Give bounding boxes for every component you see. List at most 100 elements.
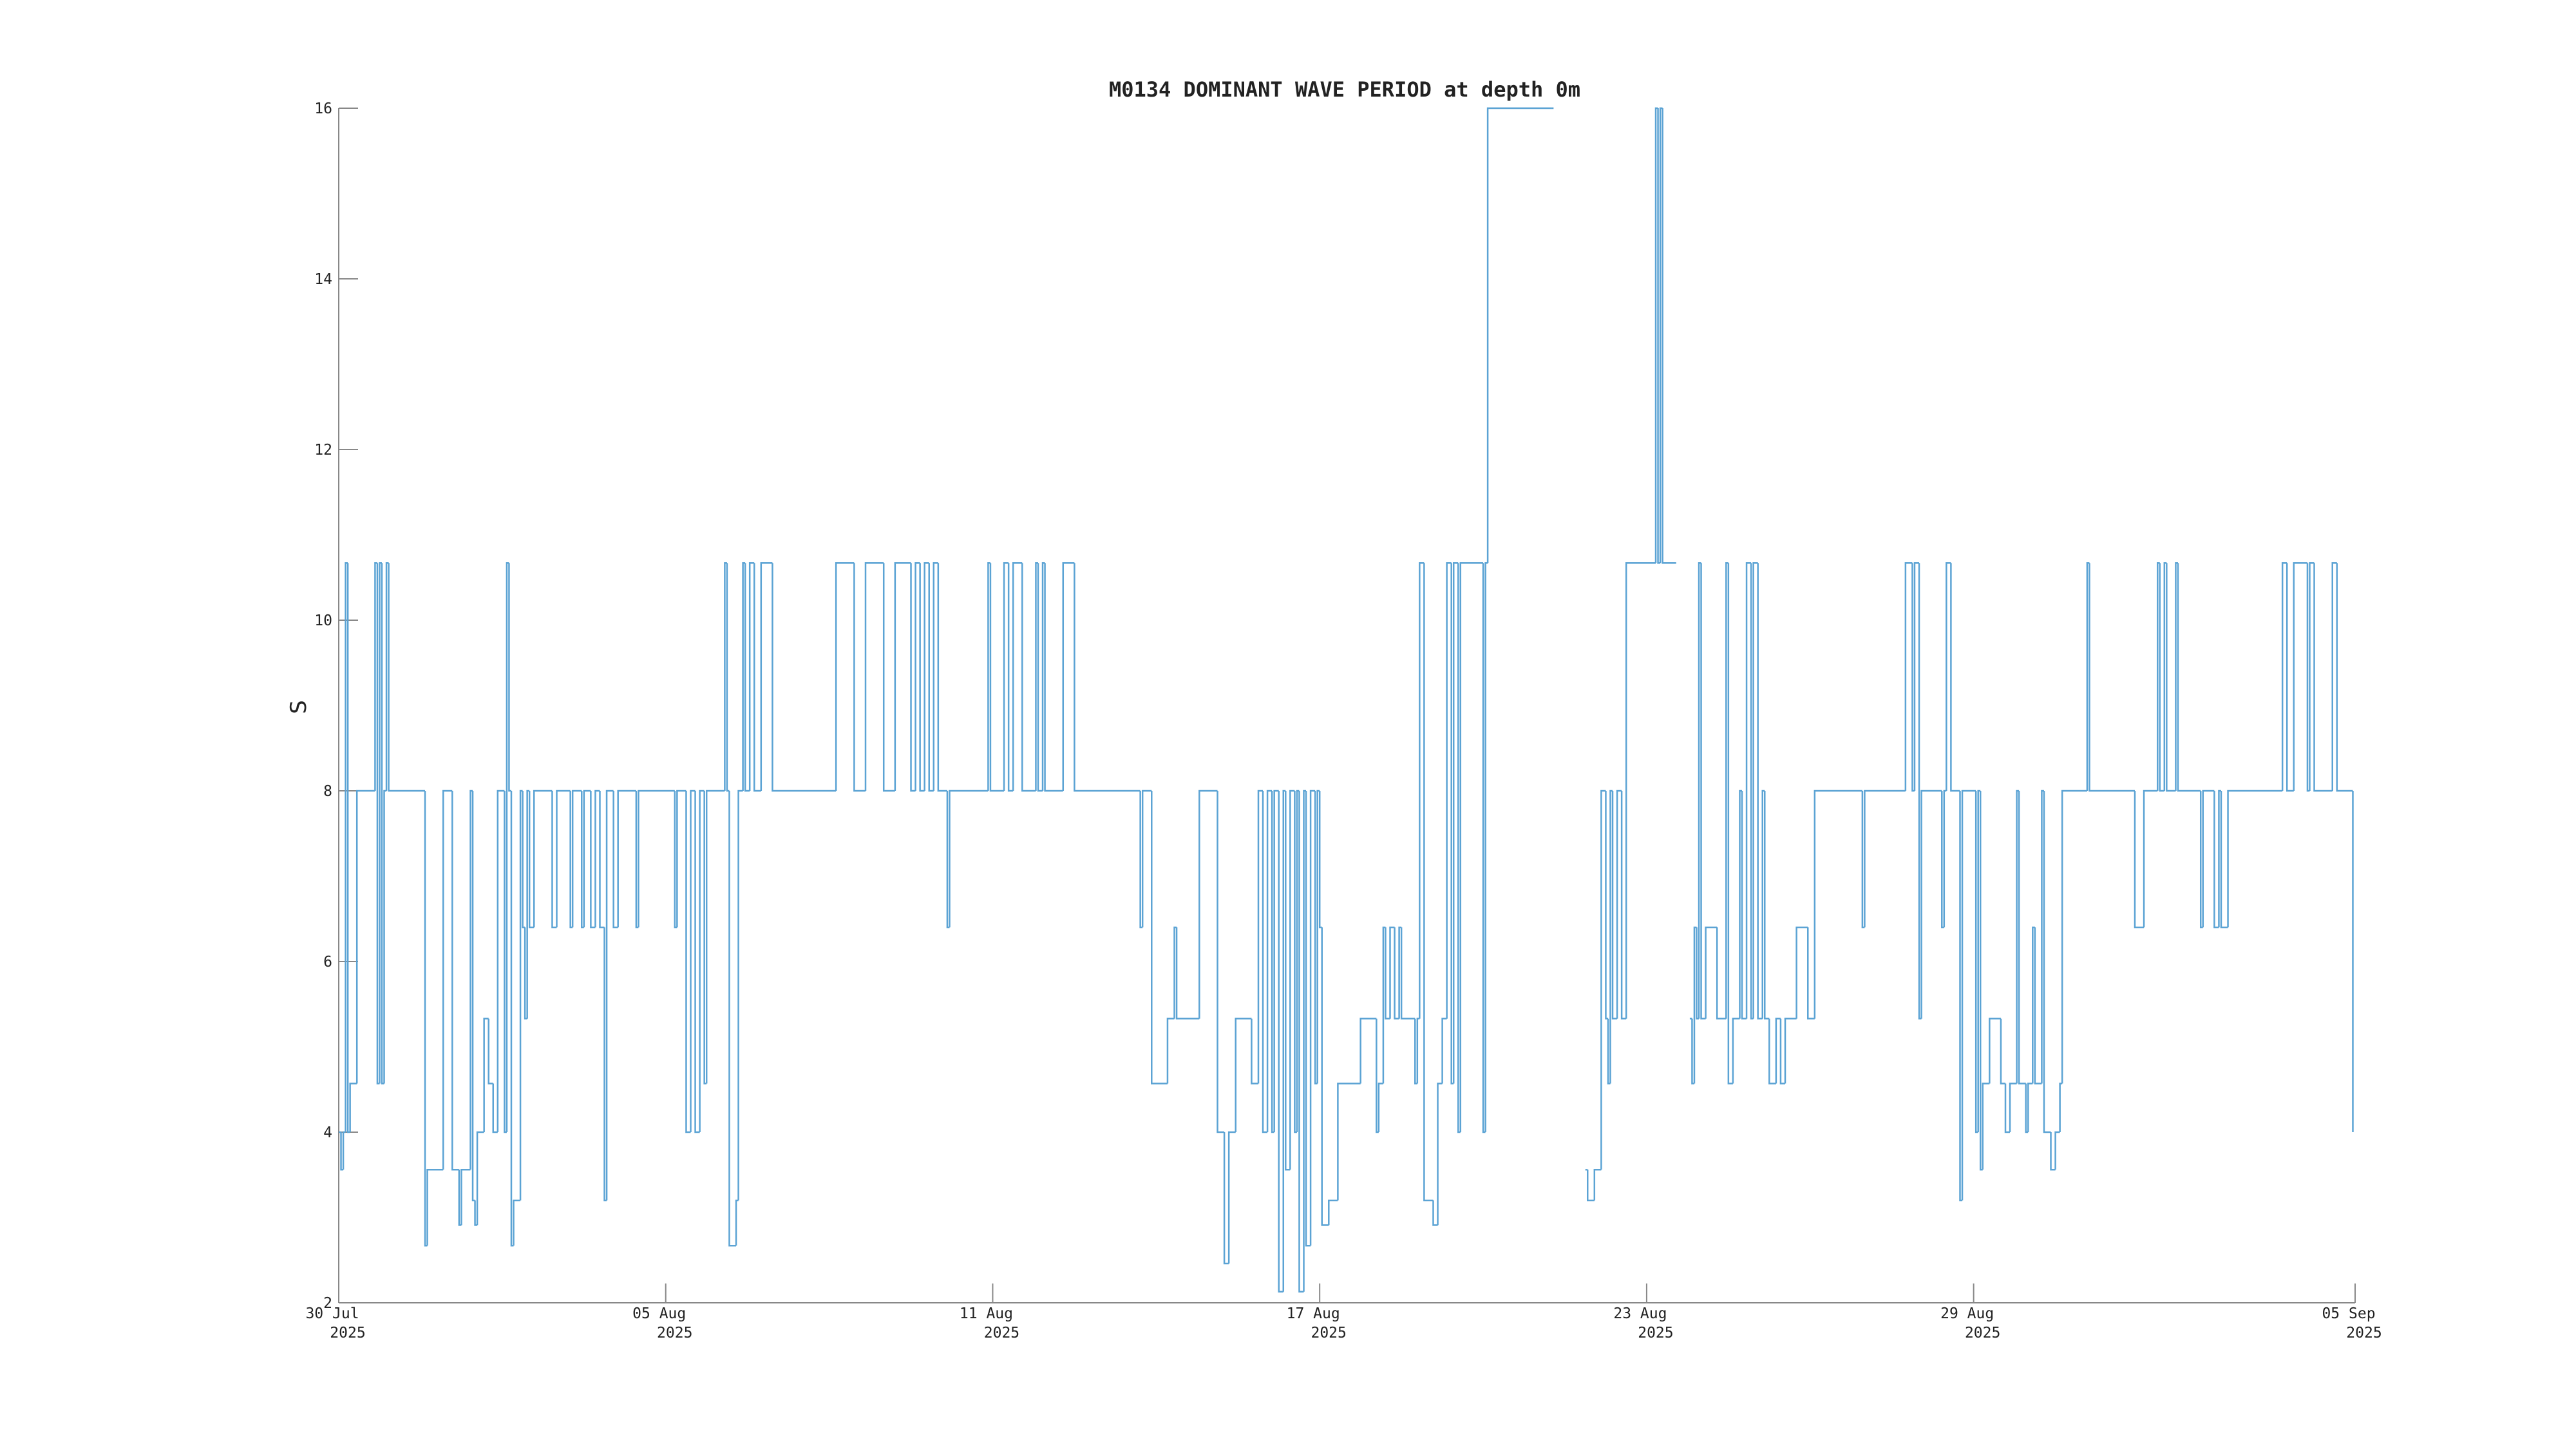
- data-line-segment: [910, 563, 916, 792]
- x-tick-label: 23 Aug 2025: [1613, 1305, 1673, 1341]
- data-line-segment: [1775, 1018, 1781, 1084]
- data-line-segment: [1611, 791, 1618, 1020]
- data-line-segment: [1400, 927, 1416, 1020]
- data-line-segment: [1757, 563, 1763, 1020]
- data-line-segment: [2088, 563, 2135, 792]
- data-line-segment: [497, 790, 505, 1132]
- data-line-segment: [1625, 562, 1656, 1019]
- data-line-segment: [1727, 563, 1733, 1084]
- data-line-segment: [2331, 562, 2337, 791]
- data-line-segment: [919, 563, 925, 792]
- data-line-segment: [676, 790, 687, 927]
- x-tick-label: 29 Aug 2025: [1940, 1305, 2000, 1341]
- y-tick-label: 10: [314, 612, 332, 629]
- data-line-segment: [2009, 1083, 2017, 1132]
- y-tick-label: 8: [323, 783, 332, 800]
- data-line-segment: [1378, 1083, 1383, 1132]
- data-line-segment: [2054, 1131, 2060, 1170]
- data-line-segment: [1423, 563, 1434, 1202]
- data-line-segment: [1223, 1132, 1229, 1265]
- data-line-segment: [2018, 791, 2026, 1084]
- data-line-segment: [1389, 926, 1395, 1019]
- data-line-segment: [1007, 563, 1014, 792]
- data-line-segment: [1616, 790, 1622, 1019]
- x-tick-label: 11 Aug 2025: [960, 1305, 1019, 1341]
- data-line-segment: [583, 790, 591, 927]
- data-line-segment: [1452, 562, 1459, 1084]
- data-line-segment: [1918, 563, 1922, 1020]
- data-line-segment: [737, 790, 743, 1200]
- data-line-segment: [1416, 1018, 1420, 1084]
- data-line-segment: [933, 562, 938, 791]
- data-line-segment: [1814, 790, 1862, 1019]
- data-line-segment: [1217, 791, 1225, 1133]
- data-line-segment: [2159, 563, 2164, 792]
- data-line-segment: [1779, 1018, 1785, 1084]
- data-line-segment: [1385, 927, 1390, 1020]
- data-line-segment: [1305, 791, 1311, 1247]
- data-line-segment: [864, 562, 884, 791]
- y-tick-label: 2: [323, 1295, 332, 1312]
- data-line-segment: [1012, 562, 1023, 791]
- data-line-segment: [2220, 791, 2228, 929]
- data-line-segment: [1141, 790, 1152, 927]
- data-line-segment: [1437, 1083, 1443, 1226]
- data-line-segment: [694, 791, 700, 1133]
- data-line-segment: [699, 790, 705, 1132]
- data-line-segment: [1752, 562, 1758, 1019]
- data-line-segment: [882, 563, 895, 792]
- data-line-segment: [426, 1169, 444, 1246]
- data-line-segment: [1285, 791, 1291, 1171]
- data-line-segment: [1298, 791, 1304, 1293]
- data-line-segment: [1700, 563, 1706, 1020]
- data-line-segment: [1037, 563, 1043, 792]
- y-tick-label: 16: [314, 100, 332, 117]
- data-line-segment: [1696, 927, 1700, 1020]
- data-line-segment: [685, 791, 691, 1133]
- data-line-segment: [2143, 790, 2158, 927]
- data-line-segment: [2281, 562, 2287, 791]
- data-line-segment: [2034, 927, 2042, 1084]
- x-tick-label: 30 Jul 2025: [305, 1305, 365, 1341]
- data-line-segment: [728, 791, 737, 1247]
- data-line-segment: [605, 790, 614, 1200]
- data-line-segment: [1321, 927, 1329, 1226]
- data-line-segment: [1003, 562, 1009, 791]
- data-line-segment: [853, 563, 866, 792]
- data-line-segment: [2309, 562, 2315, 791]
- data-line-segment: [1446, 562, 1452, 1019]
- data-line-segment: [923, 562, 929, 791]
- data-line-segment: [835, 562, 855, 791]
- data-line-segment: [2313, 563, 2333, 792]
- data-line-segment: [476, 1131, 484, 1226]
- data-line-segment: [894, 562, 911, 791]
- data-line-segment: [2227, 790, 2283, 927]
- data-line-segment: [551, 791, 557, 929]
- data-line-segment: [914, 562, 920, 791]
- data-line-segment: [1662, 108, 1676, 564]
- data-line-segment: [949, 790, 989, 927]
- data-line-segment: [1920, 790, 1942, 1019]
- data-line-segment: [1074, 563, 1141, 792]
- data-line-segment: [349, 1083, 357, 1132]
- data-line-segment: [1946, 562, 1951, 791]
- data-line-segment: [556, 790, 571, 927]
- data-line-segment: [488, 1018, 493, 1084]
- data-line-segment: [1166, 1018, 1175, 1084]
- y-tick-label: 4: [323, 1124, 332, 1141]
- data-line-segment: [2213, 791, 2219, 929]
- data-line-segment: [451, 791, 459, 1171]
- data-line-segment: [513, 1199, 521, 1246]
- data-line-segment: [2043, 791, 2051, 1133]
- data-line-segment: [1732, 1018, 1740, 1084]
- data-line-segment: [2004, 1083, 2011, 1133]
- data-line-segment: [1394, 927, 1399, 1020]
- data-line-segment: [1251, 1018, 1258, 1084]
- data-line-segment: [1587, 1170, 1595, 1202]
- data-line-segment: [2050, 1132, 2056, 1171]
- data-line-segment: [753, 563, 761, 792]
- data-line-segment: [1600, 790, 1606, 1170]
- data-line-segment: [483, 1018, 489, 1132]
- data-line-segment: [1289, 790, 1295, 1170]
